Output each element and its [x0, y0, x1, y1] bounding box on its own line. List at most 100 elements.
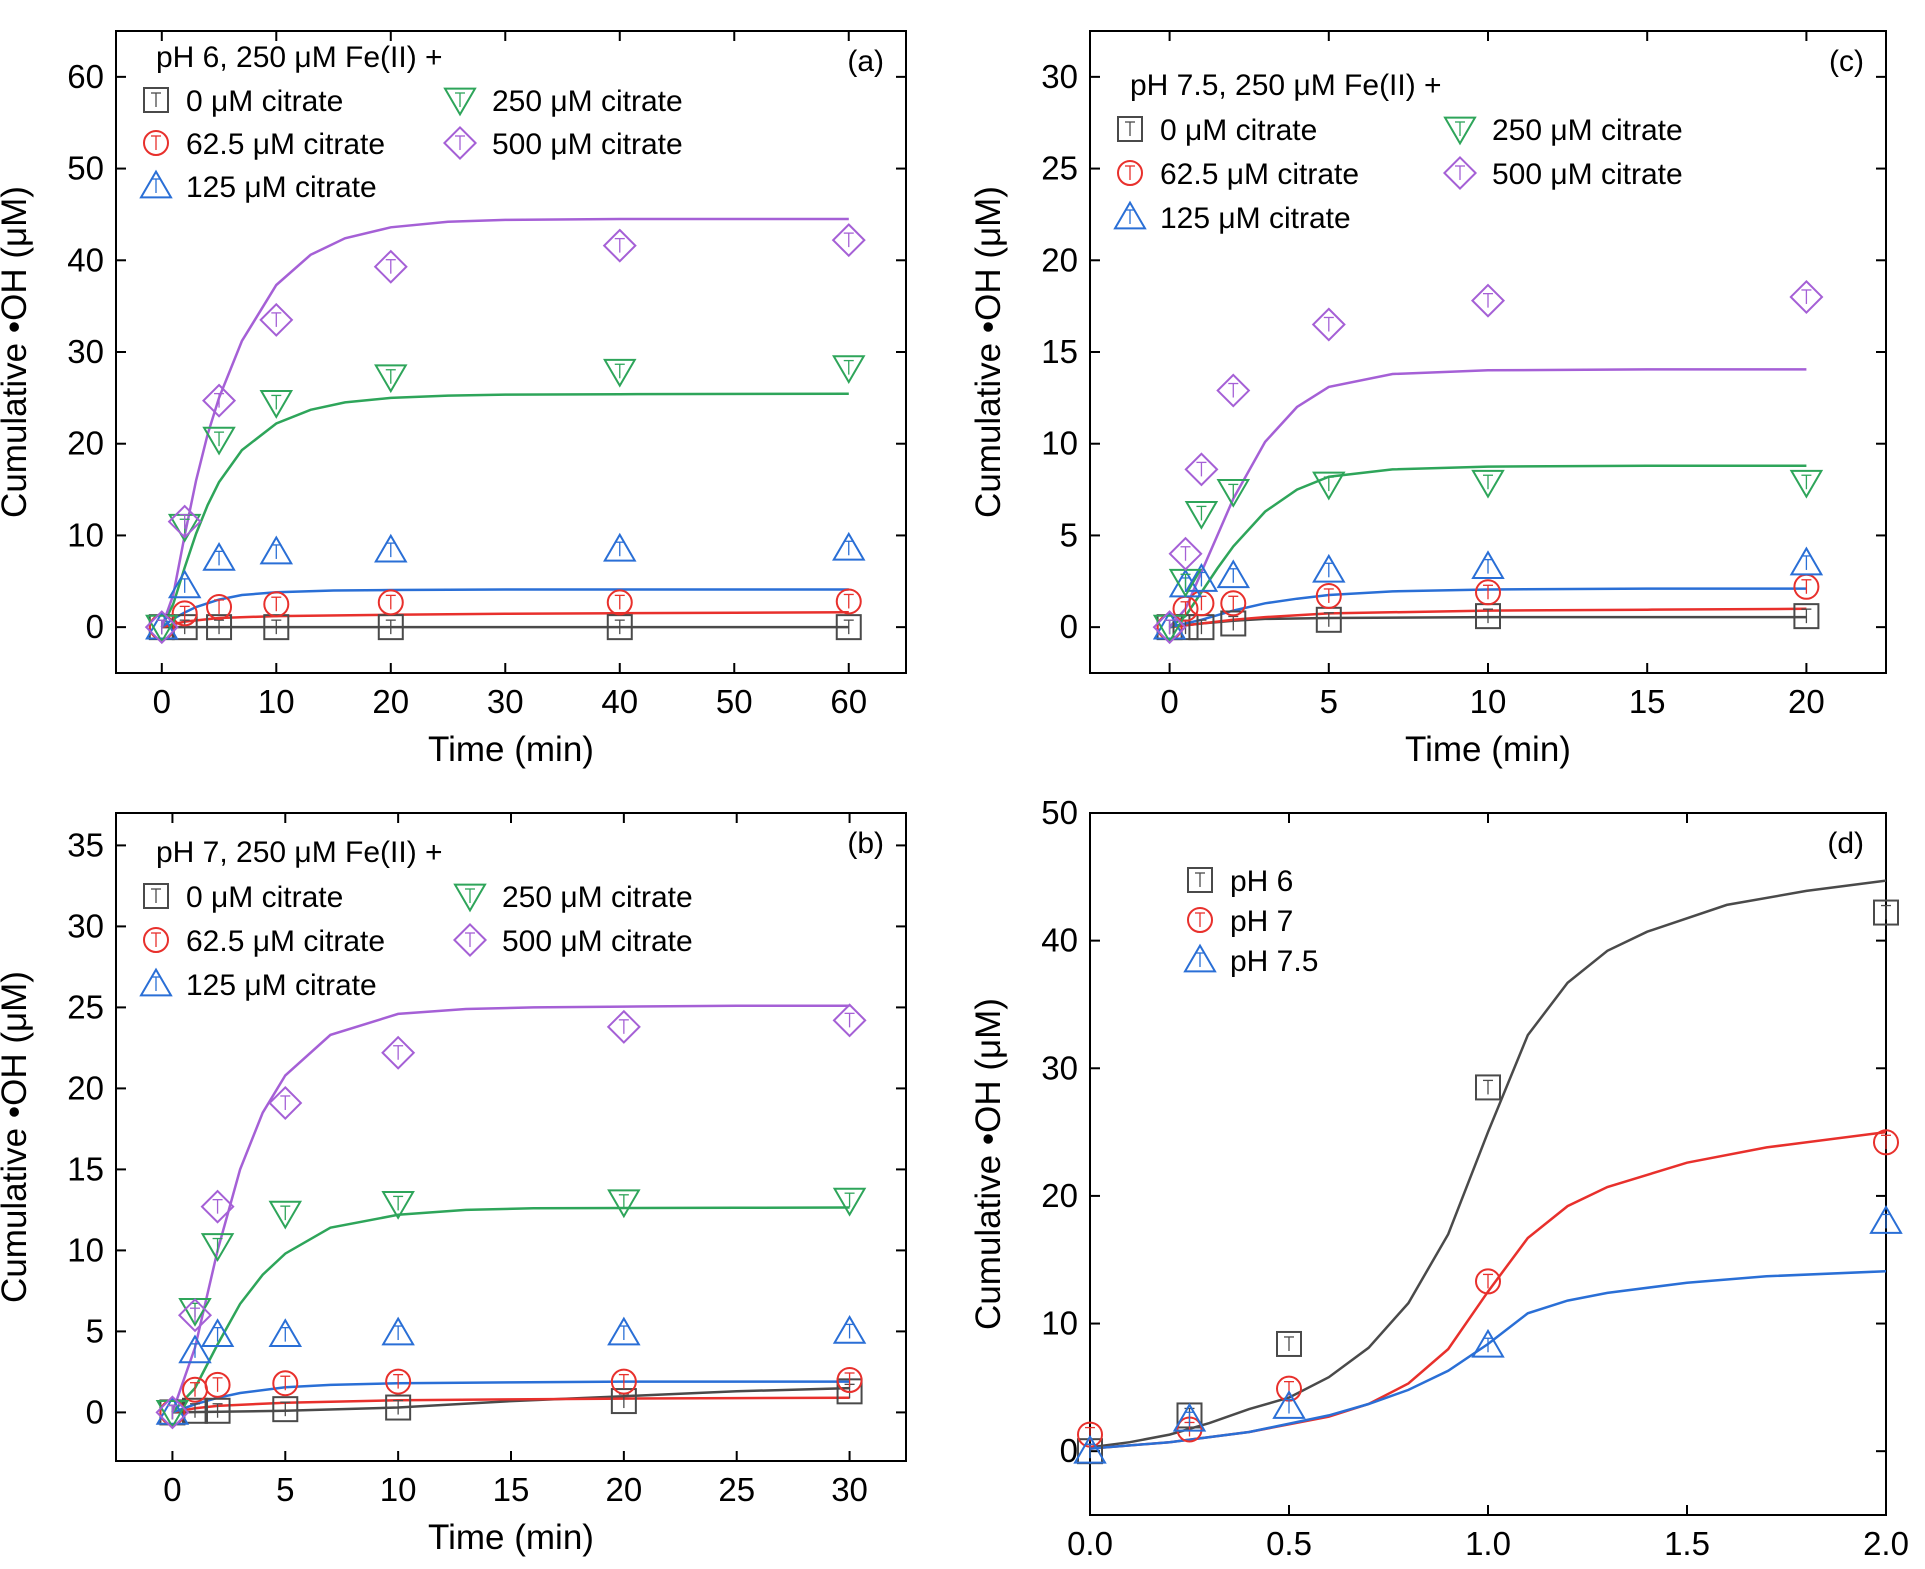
legend-title: pH 7.5, 250 μM Fe(II) + — [1130, 69, 1442, 102]
series-250-m-citrate — [155, 1187, 867, 1429]
data-point — [202, 383, 237, 418]
data-point — [206, 614, 233, 641]
data-point — [1272, 1390, 1306, 1419]
data-point — [836, 1367, 863, 1393]
y-tick-label: 0 — [1060, 1432, 1078, 1469]
data-point — [1315, 582, 1342, 609]
legend-label: 125 μM citrate — [186, 171, 377, 204]
legend: pH 7.5, 250 μM Fe(II) + 0 μM citrate 62.5 … — [1113, 69, 1683, 235]
y-tick-label: 50 — [67, 150, 104, 187]
data-point — [1471, 469, 1505, 499]
data-point — [1184, 501, 1219, 530]
data-point — [1471, 1328, 1505, 1358]
data-point — [1869, 1205, 1903, 1234]
y-tick-label: 20 — [1041, 1177, 1078, 1214]
legend-label: pH 6 — [1230, 865, 1293, 898]
y-tick-label: 50 — [1041, 794, 1078, 831]
data-point — [385, 1394, 412, 1421]
series-ph-7-5 — [1073, 1205, 1903, 1464]
legend-title: pH 7, 250 μM Fe(II) + — [156, 836, 443, 869]
legend-label: 125 μM citrate — [186, 969, 377, 1002]
data-point — [1216, 559, 1251, 589]
data-point — [373, 249, 408, 284]
x-tick-label: 25 — [718, 1471, 755, 1508]
data-point — [606, 1009, 641, 1044]
y-tick-label: 15 — [1041, 333, 1078, 370]
x-axis-title: Time (min) — [1405, 730, 1571, 769]
series-62-5-m-citrate — [1156, 573, 1820, 641]
legend-label: pH 7.5 — [1230, 945, 1318, 978]
legend-label: 0 μM citrate — [186, 881, 343, 914]
data-point — [1220, 590, 1247, 617]
data-point — [204, 1397, 231, 1424]
data-point — [268, 1085, 303, 1120]
y-axis-title: Cumulative •OH (μM) — [0, 186, 34, 518]
series-62-5-m-citrate — [148, 588, 862, 641]
data-point — [606, 589, 633, 616]
fit-line-ph-7-5 — [1090, 1269, 1886, 1450]
data-point — [1220, 610, 1247, 637]
x-tick-label: 15 — [1629, 683, 1666, 720]
data-point — [1216, 373, 1251, 408]
x-tick-label: 0.5 — [1266, 1525, 1312, 1562]
data-point — [1789, 546, 1824, 576]
legend-marker — [442, 125, 478, 161]
data-point — [607, 1189, 641, 1219]
data-point — [1312, 471, 1346, 501]
data-point — [259, 302, 294, 337]
data-point — [272, 1370, 299, 1397]
legend: pH 6, 250 μM Fe(II) + 0 μM citrate 62.5 μM… — [139, 41, 683, 204]
x-tick-label: 5 — [1320, 683, 1338, 720]
y-tick-label: 25 — [1041, 150, 1078, 187]
data-point — [603, 532, 637, 562]
y-axis-title: Cumulative •OH (μM) — [969, 186, 1008, 518]
data-point — [385, 1368, 412, 1395]
panel-b: 0 5 10 15 20 25 30 0 5 10 15 20 25 30 35 Time (min) Cumu… — [0, 812, 907, 1557]
data-point — [610, 1388, 637, 1415]
data-point — [259, 535, 294, 565]
x-tick-label: 20 — [1788, 683, 1825, 720]
series-ph-6 — [1077, 899, 1899, 1465]
data-point — [381, 1316, 415, 1346]
y-tick-label: 20 — [67, 1069, 104, 1106]
data-point — [200, 1189, 235, 1224]
data-point — [1152, 610, 1187, 640]
legend-marker — [452, 922, 488, 958]
data-point — [167, 569, 202, 599]
data-point — [177, 1298, 213, 1333]
legend-marker — [1443, 116, 1477, 146]
legend-marker — [443, 87, 477, 117]
y-tick-label: 0 — [1060, 608, 1078, 645]
series-250-m-citrate — [1152, 469, 1824, 644]
data-point — [155, 1396, 190, 1425]
legend-marker — [1117, 160, 1143, 186]
y-tick-label: 10 — [67, 516, 104, 553]
data-point — [206, 593, 233, 620]
legend-label: 62.5 μM citrate — [186, 128, 385, 161]
x-tick-label: 30 — [487, 683, 524, 720]
y-tick-label: 20 — [67, 425, 104, 462]
legend-label: pH 7 — [1230, 905, 1293, 938]
panel-c: 0 5 10 15 20 0 5 10 15 20 25 30 Time (min) Cumulative… — [969, 30, 1887, 769]
y-tick-label: 30 — [67, 907, 104, 944]
x-tick-label: 30 — [831, 1471, 868, 1508]
legend: pH 7, 250 μM Fe(II) + 0 μM citrate 62.5 μM… — [139, 836, 693, 1002]
data-point — [1276, 1330, 1302, 1357]
plot-frame — [1089, 812, 1887, 1516]
data-point — [1172, 1402, 1207, 1432]
x-tick-label: 20 — [605, 1471, 642, 1508]
x-axis-title: Time (min) — [428, 1518, 594, 1557]
x-tick-label: 60 — [830, 683, 867, 720]
legend-label: 500 μM citrate — [492, 128, 683, 161]
y-tick-label: 0 — [86, 608, 104, 645]
panel-label: (c) — [1829, 45, 1864, 78]
x-tick-label: 0 — [163, 1471, 181, 1508]
fit-line-ph-7 — [1090, 1130, 1886, 1450]
legend-label: 250 μM citrate — [1492, 114, 1683, 147]
data-point — [1152, 614, 1187, 644]
y-tick-label: 0 — [86, 1393, 104, 1430]
data-point — [832, 1187, 867, 1217]
y-tick-label: 5 — [86, 1312, 104, 1349]
legend-label: 0 μM citrate — [1160, 114, 1317, 147]
